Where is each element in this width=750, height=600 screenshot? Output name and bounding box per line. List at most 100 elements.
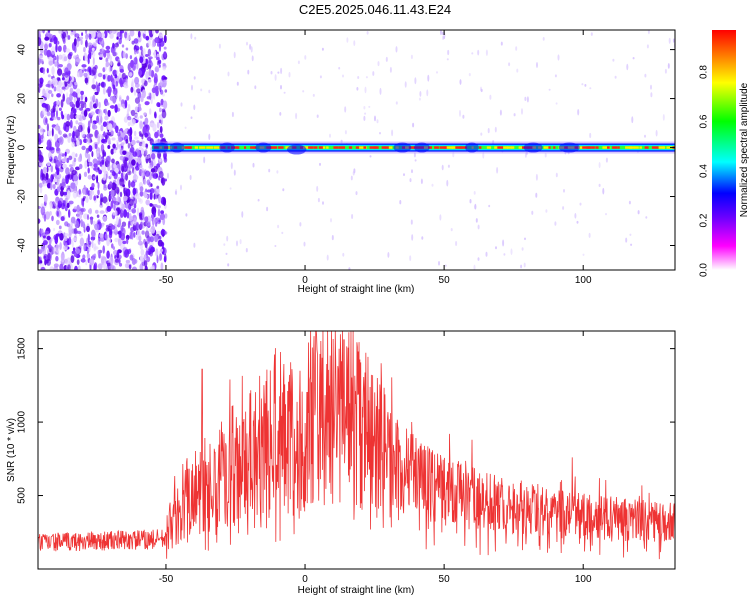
- noise-speck: [239, 239, 242, 245]
- noise-speck: [471, 52, 474, 55]
- noise-speck: [75, 166, 80, 171]
- noise-speck: [153, 50, 156, 59]
- noise-speck: [233, 169, 236, 176]
- noise-speck: [412, 122, 415, 128]
- noise-speck: [133, 89, 137, 96]
- snr-x-label: Height of straight line (km): [298, 585, 415, 596]
- noise-speck: [329, 133, 331, 138]
- noise-speck: [38, 124, 41, 129]
- noise-speck: [97, 33, 102, 38]
- noise-speck: [78, 163, 83, 170]
- noise-speck: [283, 91, 286, 94]
- noise-speck: [102, 215, 107, 222]
- noise-speck: [193, 242, 196, 248]
- noise-speck: [159, 158, 162, 162]
- spectrogram-y-label: Frequency (Hz): [6, 116, 17, 185]
- noise-speck: [274, 245, 277, 247]
- noise-speck: [91, 239, 94, 249]
- noise-speck: [92, 176, 97, 180]
- noise-speck: [63, 122, 67, 131]
- noise-speck: [89, 190, 93, 195]
- noise-speck: [82, 254, 86, 260]
- noise-speck: [76, 88, 81, 94]
- noise-speck: [68, 133, 72, 137]
- snr-x-ticks: -50 0 50 100: [159, 331, 592, 585]
- noise-speck: [79, 237, 85, 247]
- noise-speck: [53, 86, 57, 92]
- signal-core-segment: [658, 146, 665, 149]
- noise-speck: [97, 72, 103, 78]
- noise-speck: [302, 90, 305, 93]
- noise-speck: [598, 183, 601, 187]
- noise-speck: [87, 233, 90, 243]
- noise-speck: [151, 265, 155, 270]
- noise-speck: [399, 200, 402, 205]
- noise-speck: [66, 185, 71, 189]
- noise-speck: [62, 38, 66, 44]
- noise-speck: [87, 42, 93, 48]
- noise-speck: [87, 174, 92, 180]
- signal-core-segment: [543, 146, 550, 149]
- noise-speck: [154, 235, 158, 243]
- noise-speck: [455, 241, 458, 246]
- noise-speck: [162, 62, 166, 67]
- noise-speck: [322, 201, 324, 205]
- noise-speck: [39, 162, 42, 167]
- noise-speck: [114, 104, 118, 113]
- signal-core-segment: [518, 146, 522, 149]
- noise-speck: [85, 30, 88, 35]
- noise-speck: [444, 264, 447, 267]
- signal-bump: [523, 142, 543, 153]
- noise-speck: [516, 68, 519, 73]
- noise-speck: [487, 128, 490, 134]
- noise-speck: [612, 58, 615, 62]
- noise-speck: [83, 171, 88, 177]
- noise-speck: [431, 183, 434, 187]
- noise-speck: [167, 172, 169, 179]
- noise-speck: [110, 200, 114, 209]
- noise-speck: [119, 97, 122, 102]
- snr-x-tick-label: 0: [302, 574, 308, 585]
- noise-speck: [158, 194, 162, 204]
- noise-speck: [75, 114, 81, 119]
- noise-speck: [46, 235, 51, 241]
- spectrogram-x-tick-label: 100: [575, 275, 592, 286]
- noise-speck: [602, 187, 605, 195]
- noise-speck: [96, 214, 100, 218]
- noise-speck: [160, 248, 164, 252]
- signal-core-segment: [506, 146, 513, 149]
- noise-speck: [282, 188, 285, 192]
- noise-speck: [477, 224, 480, 230]
- noise-speck: [62, 133, 68, 138]
- noise-speck: [70, 172, 74, 180]
- signal-core-segment: [359, 146, 367, 149]
- noise-speck: [53, 263, 59, 268]
- noise-speck: [44, 36, 50, 41]
- noise-speck: [97, 135, 101, 144]
- noise-speck: [105, 49, 111, 54]
- noise-speck: [48, 42, 52, 48]
- noise-speck: [304, 55, 307, 60]
- noise-speck: [159, 253, 163, 261]
- noise-speck: [75, 248, 81, 254]
- noise-speck: [150, 203, 154, 207]
- noise-speck: [156, 102, 161, 108]
- noise-speck: [61, 205, 64, 210]
- noise-speck: [122, 51, 126, 58]
- noise-speck: [46, 67, 49, 74]
- noise-speck: [67, 35, 71, 40]
- noise-speck: [143, 80, 148, 87]
- noise-speck: [119, 65, 124, 73]
- noise-speck: [106, 238, 110, 247]
- noise-speck: [379, 87, 382, 95]
- noise-speck: [60, 110, 64, 117]
- noise-speck: [97, 167, 100, 171]
- noise-speck: [650, 92, 653, 98]
- noise-speck: [387, 252, 390, 258]
- noise-speck: [97, 189, 100, 196]
- signal-core-segment: [591, 146, 595, 149]
- snr-x-tick-label: 50: [439, 574, 451, 585]
- noise-speck: [49, 202, 53, 208]
- noise-speck: [459, 79, 462, 85]
- colorbar-gradient: [712, 30, 736, 270]
